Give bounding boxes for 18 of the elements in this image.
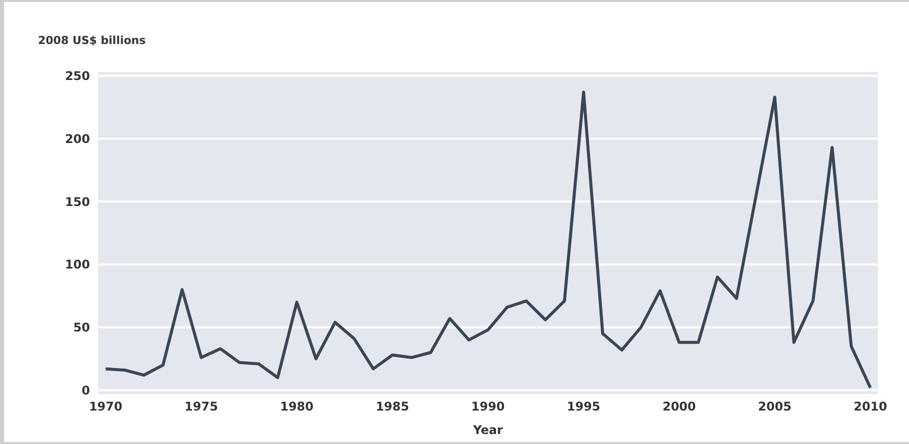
x-tick-label: 1980 [280,400,314,414]
x-tick-label: 1995 [566,400,600,414]
y-axis-title: 2008 US$ billions [38,34,146,47]
y-tick-label: 50 [73,320,90,335]
y-tick-label: 100 [64,258,90,272]
x-tick-label: 1975 [184,400,218,414]
y-tick-label: 0 [82,383,90,398]
x-tick-label: 1970 [88,400,122,414]
y-tick-label: 250 [64,69,90,84]
y-tick-label: 200 [64,132,90,146]
y-tick-label: 150 [64,194,90,209]
x-tick-label: 2005 [758,400,792,414]
x-tick-label: 1985 [376,400,410,414]
x-axis-title: Year [472,423,503,437]
line-series [104,90,872,390]
x-tick-label: 2010 [854,400,888,414]
x-tick-label: 1990 [471,400,505,414]
x-tick-label: 2000 [662,400,696,414]
